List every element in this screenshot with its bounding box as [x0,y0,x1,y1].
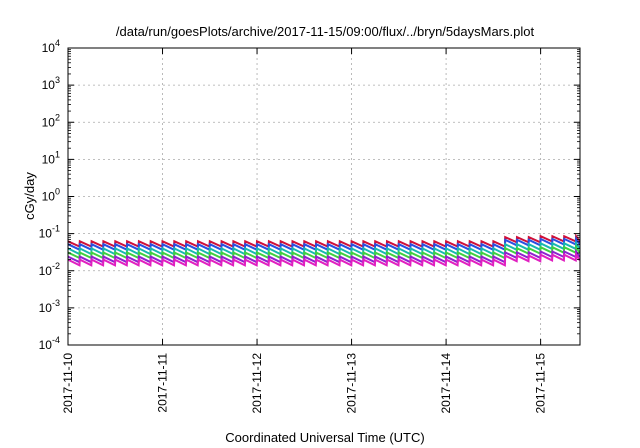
y-tick-label: 101 [42,149,60,166]
y-tick-label: 10-4 [39,335,60,352]
x-tick-label: 2017-11-11 [156,353,170,413]
y-tick-label: 10-1 [39,224,60,241]
y-tick-label: 104 [42,38,60,55]
x-tick-label: 2017-11-15 [534,353,548,414]
series-line [67,251,581,267]
y-tick-label: 100 [42,187,60,204]
y-tick-label: 10-2 [39,261,60,278]
y-axis: 10-4 10-3 10-2 10-1 100 101 102 103 104 [39,38,580,352]
x-tick-label: 2017-11-10 [61,353,75,414]
x-axis: 2017-11-10 2017-11-11 2017-11-12 2017-11-13… [61,48,548,414]
x-tick-label: 2017-11-13 [345,353,359,414]
series-line [67,244,581,260]
chart-title: /data/run/goesPlots/archive/2017-11-15/0… [116,24,535,39]
x-tick-label: 2017-11-14 [439,353,453,414]
x-axis-label: Coordinated Universal Time (UTC) [225,430,424,445]
y-tick-label: 10-3 [39,298,60,315]
series-line [67,240,581,256]
y-tick-label: 102 [42,112,60,129]
series-group [67,233,581,267]
series-line [67,233,581,249]
y-tick-label: 103 [42,75,60,92]
x-tick-label: 2017-11-12 [250,353,264,414]
y-axis-label: cGy/day [22,172,37,220]
series-line [67,235,581,252]
grid [68,48,580,345]
